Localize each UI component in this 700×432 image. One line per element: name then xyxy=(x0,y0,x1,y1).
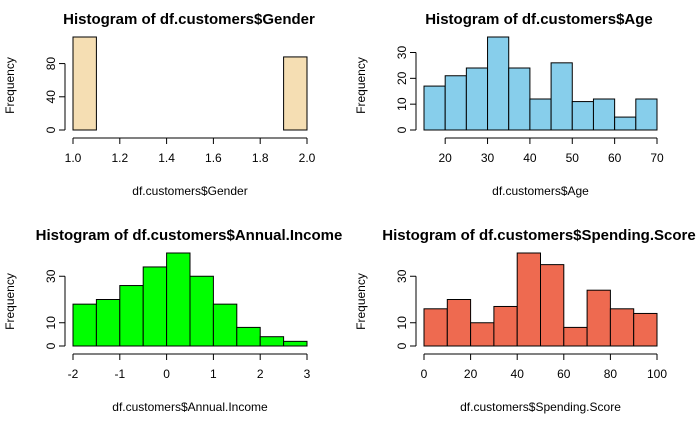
x-tick-label: 2.0 xyxy=(299,151,316,165)
y-tick-label: 40 xyxy=(44,90,58,104)
histogram-bar xyxy=(444,75,467,131)
x-tick-label: 1.0 xyxy=(65,151,82,165)
histogram-bar xyxy=(119,285,144,347)
histogram-panel-3: Histogram of df.customers$Annual.Income 0… xyxy=(3,227,342,414)
y-axis-label: Frequency xyxy=(354,273,368,330)
x-tick-label: 0 xyxy=(163,367,170,381)
y-axis-label: Frequency xyxy=(3,57,17,114)
y-tick-label: 30 xyxy=(395,46,409,60)
x-tick-label: 1.4 xyxy=(158,151,175,165)
histogram-bar xyxy=(635,98,658,131)
histogram-bar xyxy=(529,98,552,131)
histogram-bar xyxy=(259,336,285,347)
histogram-bar xyxy=(283,56,308,131)
histogram-bar xyxy=(571,101,594,131)
histogram-bar xyxy=(423,308,448,347)
x-tick-label: -2 xyxy=(68,367,79,381)
y-tick-label: 10 xyxy=(395,316,409,330)
x-tick-label: 20 xyxy=(439,151,453,165)
x-tick-label: 1.8 xyxy=(252,151,269,165)
x-tick-label: 80 xyxy=(604,367,618,381)
y-axis-label: Frequency xyxy=(354,57,368,114)
histogram-bar xyxy=(609,308,635,347)
y-tick-label: 10 xyxy=(44,316,58,330)
x-axis-label: df.customers$Spending.Score xyxy=(460,400,621,414)
histogram-bar xyxy=(493,305,518,347)
histogram-bar xyxy=(586,289,611,347)
histogram-bar xyxy=(487,36,510,131)
x-tick-label: 70 xyxy=(650,151,664,165)
histogram-bar xyxy=(550,62,573,131)
x-axis-label: df.customers$Gender xyxy=(132,184,247,198)
y-tick-label: 30 xyxy=(44,269,58,283)
histogram-bar xyxy=(633,312,658,347)
x-tick-label: 50 xyxy=(566,151,580,165)
histogram-panel-1: Histogram of df.customers$Gender 0 40 80 1.0… xyxy=(3,11,316,198)
histogram-bar xyxy=(142,266,168,347)
x-tick-label: 40 xyxy=(511,367,525,381)
y-tick-label: 10 xyxy=(395,97,409,111)
y-tick-label: 30 xyxy=(395,269,409,283)
histogram-bar xyxy=(283,340,308,347)
y-tick-label: 0 xyxy=(395,126,409,133)
histogram-bar xyxy=(166,252,191,347)
histogram-bar xyxy=(516,252,542,347)
histogram-bar xyxy=(189,275,214,347)
x-tick-label: 60 xyxy=(608,151,622,165)
histogram-bar xyxy=(72,36,97,131)
histogram-bar xyxy=(508,67,531,131)
histogram-bar xyxy=(446,299,472,347)
x-tick-label: 1 xyxy=(210,367,217,381)
histogram-bar xyxy=(470,322,495,347)
x-axis-label: df.customers$Annual.Income xyxy=(112,400,268,414)
x-axis-label: df.customers$Age xyxy=(492,184,589,198)
y-axis-label: Frequency xyxy=(3,273,17,330)
chart-title: Histogram of df.customers$Gender xyxy=(63,11,315,28)
histogram-panel-2: Histogram of df.customers$Age 0 10 20 30 20 30… xyxy=(354,11,664,198)
x-tick-label: 0 xyxy=(421,367,428,381)
chart-title: Histogram of df.customers$Spending.Score xyxy=(382,227,695,244)
x-tick-label: 2 xyxy=(257,367,264,381)
x-tick-label: -1 xyxy=(114,367,125,381)
y-tick-label: 0 xyxy=(44,126,58,133)
chart-title: Histogram of df.customers$Annual.Income xyxy=(36,227,343,244)
y-tick-label: 20 xyxy=(395,71,409,85)
histogram-bar xyxy=(592,98,616,131)
histogram-bar xyxy=(236,326,261,347)
x-tick-label: 60 xyxy=(557,367,571,381)
x-tick-label: 1.2 xyxy=(111,151,128,165)
histogram-bar xyxy=(614,116,637,131)
y-tick-label: 0 xyxy=(395,342,409,349)
histogram-panel-4: Histogram of df.customers$Spending.Score… xyxy=(354,227,696,414)
y-tick-label: 80 xyxy=(44,57,58,71)
histogram-bar xyxy=(540,264,565,347)
chart-title: Histogram of df.customers$Age xyxy=(425,11,653,28)
histogram-bar xyxy=(212,303,238,347)
histogram-bar xyxy=(563,326,588,347)
x-tick-label: 30 xyxy=(481,151,495,165)
x-tick-label: 1.6 xyxy=(205,151,222,165)
histogram-bar xyxy=(423,85,446,131)
x-tick-label: 20 xyxy=(464,367,478,381)
histogram-bar xyxy=(465,67,489,131)
y-tick-label: 0 xyxy=(44,342,58,349)
x-tick-label: 100 xyxy=(647,367,667,381)
x-tick-label: 3 xyxy=(304,367,311,381)
histogram-bar xyxy=(72,303,97,347)
x-tick-label: 40 xyxy=(523,151,537,165)
histogram-bar xyxy=(95,299,121,347)
